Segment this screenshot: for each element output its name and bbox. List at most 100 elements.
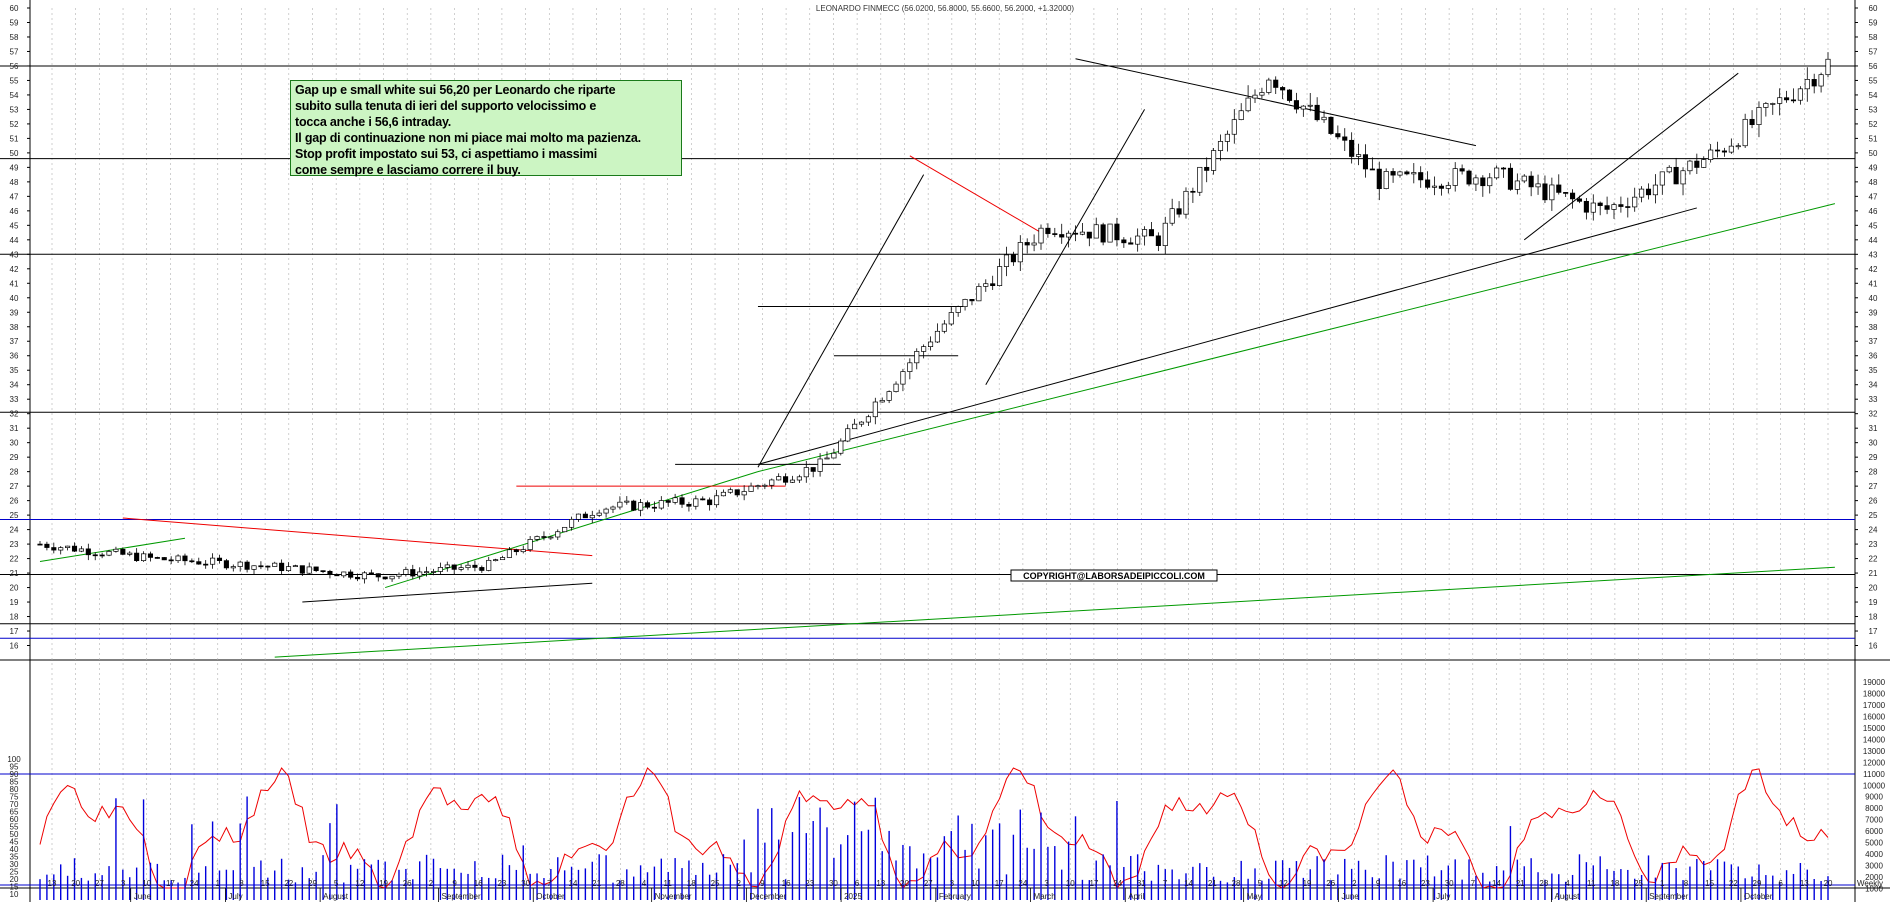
price-tick-left: 49 (10, 163, 19, 172)
day-tick: 23 (805, 879, 814, 888)
candle-body (679, 497, 685, 505)
day-tick: 23 (1421, 879, 1430, 888)
candle-body (189, 560, 195, 563)
day-tick: 20 (900, 879, 909, 888)
candle-body (389, 575, 395, 580)
candle-body (1487, 177, 1493, 187)
day-tick: 25 (711, 879, 720, 888)
day-tick: 31 (1137, 879, 1146, 888)
volume-tick: 16000 (1863, 712, 1886, 721)
price-tick-right: 28 (1869, 468, 1878, 477)
candle-body (1645, 188, 1652, 196)
candle-body (1390, 171, 1396, 176)
candle-body (893, 383, 899, 392)
candle-body (969, 299, 975, 302)
price-tick-left: 40 (10, 294, 19, 303)
candle-body (1556, 184, 1562, 193)
candle-body (1473, 177, 1479, 185)
candle-body (1079, 231, 1085, 235)
day-tick: 14 (1184, 879, 1193, 888)
candle-body (417, 571, 423, 577)
day-tick: 26 (1326, 879, 1335, 888)
note-line: come sempre e lasciamo correre il buy. (295, 163, 521, 177)
candle-body (327, 570, 333, 575)
oscillator-tick: 45 (10, 838, 19, 847)
month-label: February (939, 892, 971, 901)
month-label: August (323, 892, 349, 901)
price-tick-right: 54 (1869, 91, 1878, 100)
candle-body (1135, 235, 1141, 245)
price-tick-right: 48 (1869, 178, 1878, 187)
price-tick-left: 29 (10, 453, 19, 462)
trendline-green-long (757, 203, 1836, 473)
price-tick-right: 36 (1869, 352, 1878, 361)
candle-body (244, 561, 250, 570)
candle-body (845, 428, 851, 442)
candle-body (1521, 175, 1527, 182)
candle-body (1176, 208, 1182, 215)
candle-body (499, 557, 506, 561)
candle-body (1777, 97, 1783, 104)
price-tick-left: 55 (10, 76, 19, 85)
price-tick-left: 50 (10, 149, 19, 158)
price-tick-right: 16 (1869, 642, 1878, 651)
day-tick: 13 (48, 879, 57, 888)
candle-body (1342, 136, 1348, 141)
price-tick-right: 19 (1869, 598, 1878, 607)
candle-body (1204, 166, 1210, 171)
candle-body (1010, 254, 1016, 263)
candle-body (430, 571, 437, 573)
candle-body (1328, 116, 1334, 134)
volume-tick: 6000 (1865, 827, 1883, 836)
candle-body (1714, 149, 1721, 152)
price-tick-left: 18 (10, 613, 19, 622)
candle-body (1708, 149, 1714, 160)
candle-body (1169, 208, 1175, 224)
candle-body (451, 564, 457, 570)
trendline-red (909, 155, 1042, 234)
day-tick: 25 (1634, 879, 1643, 888)
candle-body (1224, 133, 1230, 142)
candle-body (51, 547, 57, 551)
candle-body (1480, 177, 1486, 187)
candle-body (1148, 229, 1155, 237)
candle-body (1066, 232, 1072, 238)
price-tick-right: 47 (1869, 192, 1878, 201)
day-tick: 8 (239, 879, 244, 888)
candle-body (658, 500, 664, 509)
volume-tick: 7000 (1865, 816, 1883, 825)
day-tick: 16 (782, 879, 791, 888)
price-tick-left: 51 (10, 134, 19, 143)
candle-body (734, 489, 740, 496)
oscillator-tick: 75 (10, 793, 19, 802)
price-tick-left: 39 (10, 308, 19, 317)
day-tick: 2 (429, 879, 434, 888)
candle-body (1418, 172, 1424, 181)
candle-body (852, 423, 858, 430)
candle-body (334, 573, 340, 577)
candle-body (1155, 235, 1161, 246)
volume-tick: 5000 (1865, 839, 1883, 848)
price-tick-right: 56 (1869, 62, 1878, 71)
oscillator-tick: 90 (10, 770, 19, 779)
candle-body (472, 564, 478, 568)
candle-body (71, 545, 78, 552)
day-tick: 28 (1539, 879, 1548, 888)
candle-body (810, 467, 816, 472)
price-tick-right: 46 (1869, 207, 1878, 216)
candle-body (520, 549, 526, 553)
candle-body (182, 555, 188, 562)
day-tick: 10 (1066, 879, 1075, 888)
copyright-text: COPYRIGHT@LABORSADEIPICCOLI.COM (1023, 571, 1205, 581)
candle-body (575, 513, 582, 520)
volume-tick: 3000 (1865, 862, 1883, 871)
price-tick-left: 58 (10, 33, 19, 42)
day-tick: 11 (664, 879, 673, 888)
candle-body (92, 554, 98, 557)
candle-body (1252, 94, 1258, 99)
candle-body (1514, 180, 1520, 190)
price-tick-right: 34 (1869, 381, 1878, 390)
oscillator-tick: 20 (10, 875, 19, 884)
volume-tick: 9000 (1865, 793, 1883, 802)
candle-body (541, 536, 547, 538)
